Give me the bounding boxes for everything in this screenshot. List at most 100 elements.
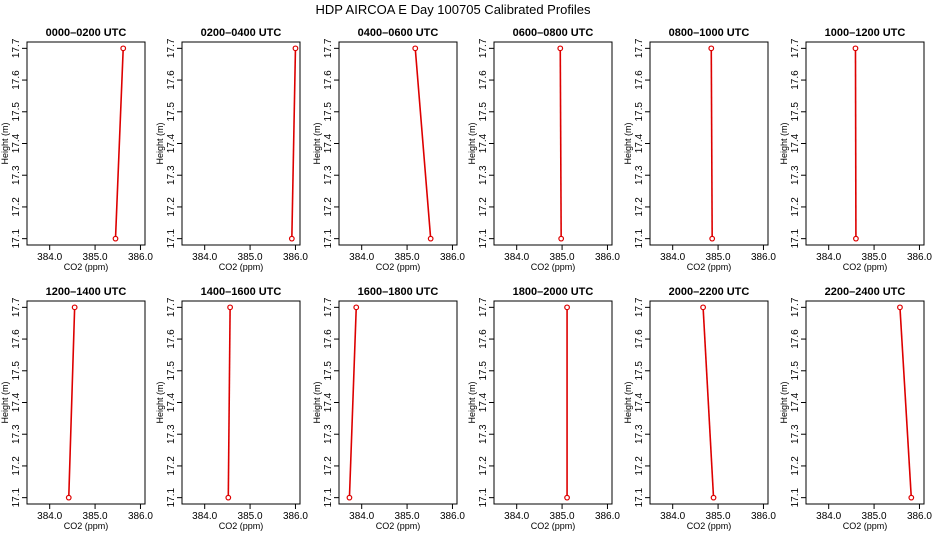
- profile-point: [897, 304, 903, 311]
- profile-panel: 1000–1200 UTC 384.0 385.0 386.0 17.1 17.2 17.3…: [779, 27, 932, 272]
- y-tick-label: 17.1: [166, 228, 177, 248]
- x-tick-label: 385.0: [862, 252, 887, 263]
- profile-point: [225, 494, 232, 501]
- profile-line: [291, 48, 297, 239]
- y-tick-label: 17.3: [11, 165, 22, 185]
- y-tick-label: 17.1: [323, 228, 334, 248]
- y-tick-label: 17.5: [790, 102, 801, 122]
- y-tick-label: 17.3: [634, 165, 645, 185]
- y-tick-label: 17.5: [11, 102, 22, 122]
- profile-point: [346, 494, 353, 501]
- y-axis-label: Height (m): [155, 381, 165, 423]
- panel-title: 1200–1400 UTC: [46, 286, 127, 298]
- x-tick-label: 385.0: [395, 252, 420, 263]
- x-tick-label: 386.0: [751, 252, 776, 263]
- profile-line: [114, 48, 125, 239]
- profile-point: [292, 45, 299, 52]
- y-tick-label: 17.7: [166, 297, 177, 317]
- y-tick-label: 17.4: [478, 133, 489, 153]
- y-tick-label: 17.3: [11, 424, 22, 444]
- y-tick-label: 17.7: [790, 38, 801, 58]
- x-tick-label: 384.0: [660, 511, 685, 522]
- chart-title: HDP AIRCOA E Day 100705 Calibrated Profi…: [315, 2, 591, 17]
- y-tick-label: 17.2: [478, 456, 489, 476]
- x-tick-label: 386.0: [128, 511, 153, 522]
- y-axis-label: Height (m): [312, 381, 322, 423]
- x-tick-label: 386.0: [751, 511, 776, 522]
- y-tick-label: 17.1: [634, 228, 645, 248]
- x-axis-label: CO2 (ppm): [376, 262, 421, 272]
- x-tick-label: 384.0: [660, 252, 685, 263]
- profile-point: [710, 494, 717, 501]
- x-axis-label: CO2 (ppm): [64, 521, 109, 531]
- profile-panel: 2000–2200 UTC 384.0 385.0 386.0 17.1 17.2 17.3…: [623, 286, 776, 531]
- plot-frame: [26, 41, 146, 246]
- y-tick-label: 17.5: [166, 102, 177, 122]
- x-axis-label: CO2 (ppm): [376, 521, 421, 531]
- x-tick-label: 385.0: [395, 511, 420, 522]
- profile-point: [112, 235, 119, 242]
- x-tick-label: 384.0: [37, 511, 62, 522]
- profile-point: [708, 45, 715, 52]
- x-axis-label: CO2 (ppm): [531, 262, 576, 272]
- profile-point: [558, 235, 565, 242]
- y-tick-label: 17.5: [634, 361, 645, 381]
- y-axis-label: Height (m): [155, 122, 165, 164]
- y-tick-label: 17.3: [790, 424, 801, 444]
- panel-title: 0400–0600 UTC: [358, 27, 439, 39]
- y-tick-label: 17.2: [634, 197, 645, 217]
- plot-frame: [181, 41, 301, 246]
- y-tick-label: 17.3: [323, 424, 334, 444]
- y-tick-label: 17.3: [478, 165, 489, 185]
- profile-panel: 2200–2400 UTC 384.0 385.0 386.0 17.1 17.2 17.3…: [779, 286, 932, 531]
- y-tick-label: 17.7: [11, 297, 22, 317]
- y-tick-label: 17.3: [790, 165, 801, 185]
- x-tick-label: 385.0: [862, 511, 887, 522]
- y-tick-label: 17.5: [323, 102, 334, 122]
- profile-panel: 1800–2000 UTC 384.0 385.0 386.0 17.1 17.2 17.3…: [467, 286, 620, 531]
- y-tick-label: 17.4: [634, 133, 645, 153]
- y-tick-label: 17.3: [323, 165, 334, 185]
- profile-point: [564, 494, 570, 501]
- plot-frame: [338, 300, 458, 505]
- y-tick-label: 17.3: [634, 424, 645, 444]
- y-tick-label: 17.5: [634, 102, 645, 122]
- profile-panel: 0800–1000 UTC 384.0 385.0 386.0 17.1 17.2 17.3…: [623, 27, 776, 272]
- y-axis-label: Height (m): [779, 381, 789, 423]
- x-axis-label: CO2 (ppm): [687, 262, 732, 272]
- panel-title: 0200–0400 UTC: [201, 27, 282, 39]
- panel-title: 1000–1200 UTC: [825, 27, 906, 39]
- y-tick-label: 17.1: [323, 487, 334, 507]
- x-axis-label: CO2 (ppm): [531, 521, 576, 531]
- x-tick-label: 386.0: [907, 252, 932, 263]
- profile-point: [120, 45, 127, 52]
- y-tick-label: 17.1: [11, 487, 22, 507]
- y-tick-label: 17.6: [634, 329, 645, 349]
- profile-panel: 1400–1600 UTC 384.0 385.0 386.0 17.1 17.2 17.3…: [155, 286, 308, 531]
- x-tick-label: 384.0: [349, 511, 374, 522]
- x-tick-label: 385.0: [550, 511, 575, 522]
- x-axis-label: CO2 (ppm): [219, 521, 264, 531]
- plot-frame: [649, 41, 769, 246]
- y-tick-label: 17.5: [323, 361, 334, 381]
- y-axis-label: Height (m): [623, 122, 633, 164]
- y-tick-label: 17.6: [11, 70, 22, 90]
- profile-line: [702, 307, 715, 498]
- y-tick-label: 17.2: [11, 456, 22, 476]
- y-tick-label: 17.1: [634, 487, 645, 507]
- x-tick-label: 385.0: [550, 252, 575, 263]
- y-tick-label: 17.1: [478, 228, 489, 248]
- x-tick-label: 386.0: [440, 511, 465, 522]
- y-tick-label: 17.5: [478, 102, 489, 122]
- panel-title: 2200–2400 UTC: [825, 286, 906, 298]
- x-tick-label: 386.0: [440, 252, 465, 263]
- panel-title: 1400–1600 UTC: [201, 286, 282, 298]
- x-tick-label: 384.0: [816, 511, 841, 522]
- profile-line: [710, 48, 713, 239]
- y-axis-label: Height (m): [467, 122, 477, 164]
- profile-point: [353, 304, 360, 311]
- y-axis-label: Height (m): [312, 122, 322, 164]
- x-tick-label: 384.0: [504, 511, 529, 522]
- y-tick-label: 17.4: [478, 392, 489, 412]
